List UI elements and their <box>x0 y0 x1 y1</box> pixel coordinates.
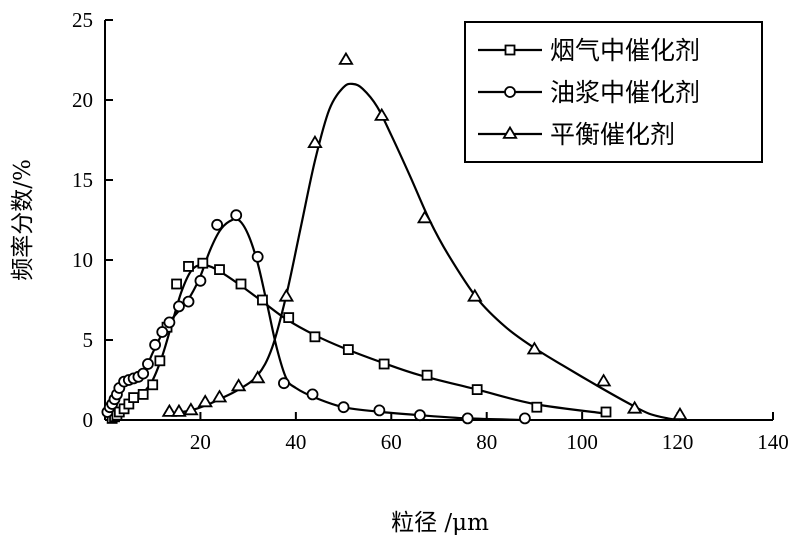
equilibrium-point <box>526 341 543 355</box>
series-markers <box>101 51 688 425</box>
equilibrium-point <box>672 406 688 421</box>
slurry-point <box>194 274 207 287</box>
y-tick-label: 0 <box>83 408 94 432</box>
y-tick-label: 10 <box>72 248 93 272</box>
flue-gas-point <box>147 379 159 391</box>
slurry-point <box>163 316 176 329</box>
slurry-point <box>518 412 531 425</box>
flue-gas-point <box>137 388 149 400</box>
slurry-point <box>149 338 162 351</box>
y-tick-label: 15 <box>72 168 93 192</box>
slurry-point <box>414 409 426 422</box>
slurry-point <box>182 295 195 308</box>
x-tick-label: 40 <box>285 430 306 454</box>
flue-gas-point <box>128 392 140 404</box>
x-tick-label: 140 <box>757 430 789 454</box>
equilibrium-point <box>626 400 643 414</box>
legend-item-slurry: 油浆中催化剂 <box>478 78 700 107</box>
equilibrium-point <box>278 288 295 302</box>
equilibrium-point <box>373 107 390 121</box>
slurry-point <box>156 326 169 338</box>
equilibrium-point <box>595 373 612 387</box>
flue-gas-point <box>197 257 209 269</box>
legend-marker <box>504 44 516 56</box>
flue-gas-point <box>378 358 390 370</box>
equilibrium-point <box>307 134 323 149</box>
flue-gas-point <box>235 278 247 290</box>
flue-gas-point <box>283 312 295 324</box>
legend-item-flue-gas: 烟气中催化剂 <box>478 36 700 65</box>
slurry-point <box>373 404 386 417</box>
slurry-point <box>306 388 319 401</box>
y-tick-label: 5 <box>83 328 94 352</box>
equilibrium-point <box>183 402 199 416</box>
legend-label: 平衡催化剂 <box>550 120 675 149</box>
legend-label: 烟气中催化剂 <box>550 36 700 65</box>
y-ticks: 0 5 10 15 20 25 <box>72 8 113 432</box>
equilibrium-point <box>467 288 483 302</box>
flue-gas-point <box>257 294 268 306</box>
equilibrium-point <box>211 389 228 403</box>
slurry-point <box>337 401 350 414</box>
equilibrium-curve <box>169 82 681 422</box>
flue-gas-point <box>214 264 225 276</box>
slurry-point <box>173 300 185 313</box>
x-tick-label: 80 <box>476 430 497 454</box>
legend-item-equilibrium: 平衡催化剂 <box>478 120 675 149</box>
x-tick-label: 20 <box>190 430 211 454</box>
legend-marker <box>502 125 518 139</box>
equilibrium-point <box>249 370 266 384</box>
equilibrium-point <box>171 403 187 417</box>
flue-gas-point <box>309 331 321 343</box>
flue-gas-point <box>421 369 433 381</box>
equilibrium-point <box>416 210 433 224</box>
flue-gas-point <box>471 384 483 396</box>
x-ticks: 20 40 60 80 100 120 140 <box>190 412 789 454</box>
legend-label: 油浆中催化剂 <box>550 78 700 107</box>
legend-marker <box>504 86 516 98</box>
slurry-point <box>142 358 154 370</box>
x-tick-label: 120 <box>662 430 694 454</box>
flue-gas-point <box>531 401 543 413</box>
x-tick-label: 100 <box>566 430 598 454</box>
slurry-point <box>137 367 150 380</box>
y-tick-label: 25 <box>72 8 93 32</box>
flue-gas-point <box>600 406 612 418</box>
slurry-point <box>278 377 290 390</box>
equilibrium-point <box>161 403 178 417</box>
y-axis-title: 频率分数/% <box>10 159 36 281</box>
axes <box>104 20 773 421</box>
flue-gas-point <box>171 278 182 290</box>
equilibrium-point <box>230 378 247 392</box>
slurry-point <box>461 412 474 425</box>
x-tick-label: 60 <box>381 430 402 454</box>
x-axis-title: 粒径 /μm <box>391 510 489 536</box>
flue-gas-curve <box>106 263 607 421</box>
equilibrium-point <box>197 394 213 408</box>
slurry-point <box>230 209 243 222</box>
equilibrium-point <box>338 51 354 65</box>
flue-gas-point <box>342 344 354 356</box>
slurry-point <box>211 218 224 231</box>
slurry-point <box>251 250 264 263</box>
flue-gas-point <box>183 260 194 272</box>
y-tick-label: 20 <box>72 88 93 112</box>
flue-gas-point <box>154 355 166 367</box>
